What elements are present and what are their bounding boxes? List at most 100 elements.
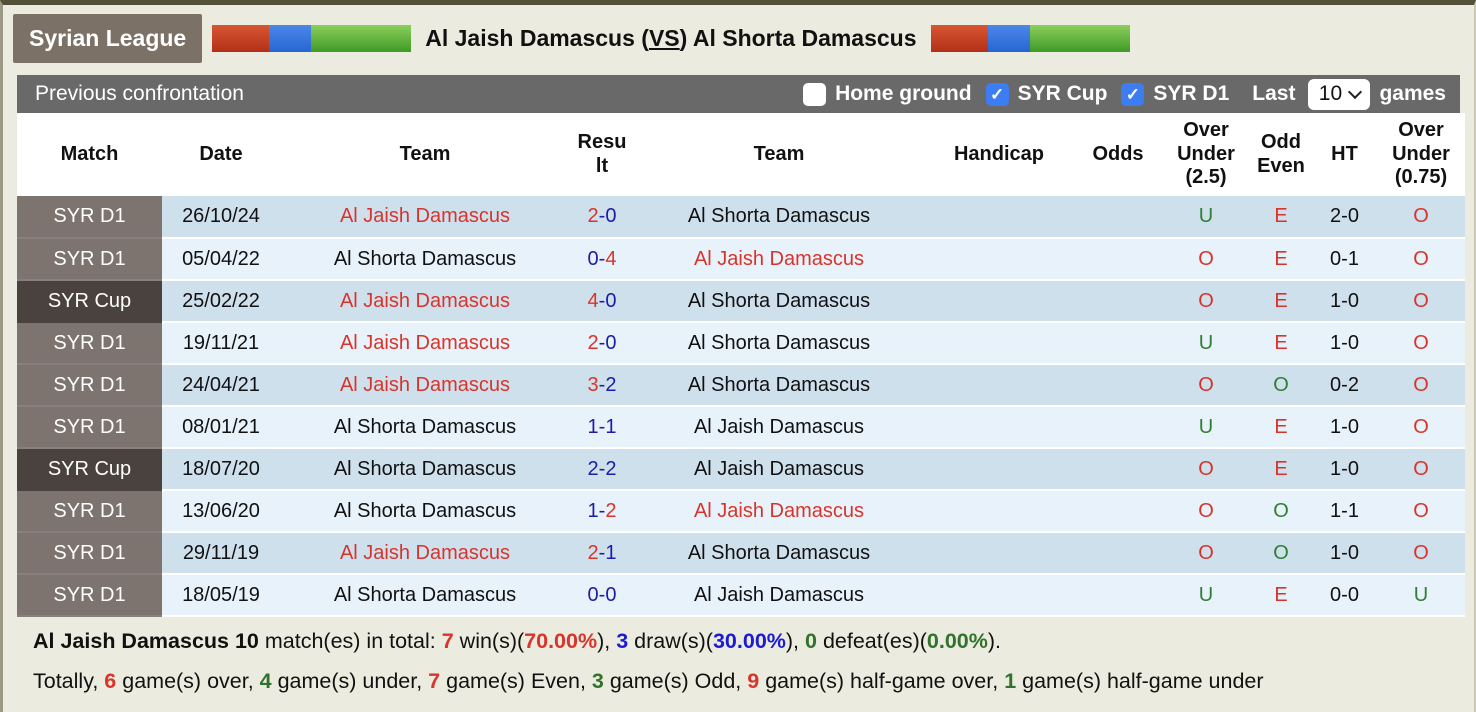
score-home: 0 — [587, 583, 599, 606]
summary-text: defeat(es)( — [816, 629, 927, 653]
date-cell: 05/04/22 — [162, 238, 280, 281]
summary-text: game(s) under, — [271, 669, 429, 693]
team1-cell: Al Shorta Damascus — [280, 490, 570, 533]
result-cell: 2-2 — [570, 448, 634, 491]
score-separator: - — [598, 499, 606, 522]
odds-cell — [1074, 490, 1162, 533]
date-cell: 25/02/22 — [162, 280, 280, 323]
summary-text: 7 — [441, 629, 454, 653]
over-under-075-cell: U — [1377, 574, 1465, 617]
summary: Al Jaish Damascus 10 match(es) in total:… — [17, 617, 1465, 694]
handicap-cell — [924, 574, 1074, 617]
competition-cell: SYR D1 — [17, 364, 162, 407]
odd-even-cell: E — [1250, 280, 1312, 323]
summary-text: game(s) Odd, — [603, 669, 748, 693]
team-name: Al Jaish Damascus — [693, 415, 865, 438]
filter-syr-d1[interactable]: ✓ SYR D1 — [1121, 82, 1229, 106]
result-cell: 2-0 — [570, 196, 634, 239]
odd-even-cell: O — [1250, 364, 1312, 407]
result-cell: 2-0 — [570, 322, 634, 365]
summary-text: 30.00% — [712, 629, 786, 653]
team-name: Al Shorta Damascus — [687, 331, 871, 354]
red-bar-segment — [930, 24, 988, 52]
checkbox-syr-d1[interactable]: ✓ — [1121, 82, 1145, 106]
score-separator: - — [598, 331, 606, 354]
summary-line-1: Al Jaish Damascus 10 match(es) in total:… — [33, 629, 1465, 654]
team-name: Al Shorta Damascus — [687, 289, 871, 312]
handicap-cell — [924, 532, 1074, 575]
odd-even-cell: E — [1250, 196, 1312, 239]
filter-controls: Home ground ✓ SYR Cup ✓ SYR D1 Last 10 games — [789, 78, 1460, 110]
handicap-cell — [924, 280, 1074, 323]
table-row: SYR D1 18/05/19 Al Shorta Damascus 0-0 Al Ja… — [17, 574, 1465, 617]
over-under-25-cell: U — [1162, 322, 1250, 365]
filter-home-ground[interactable]: Home ground — [803, 82, 972, 106]
handicap-cell — [924, 448, 1074, 491]
odds-cell — [1074, 280, 1162, 323]
title-vs: VS — [648, 24, 680, 51]
red-bar-segment — [212, 24, 270, 52]
odd-even-cell: E — [1250, 574, 1312, 617]
column-header: HT — [1312, 113, 1377, 196]
competition-cell: SYR Cup — [17, 448, 162, 491]
team-name: Al Shorta Damascus — [687, 373, 871, 396]
competition-cell: SYR D1 — [17, 238, 162, 281]
column-header: Team — [634, 113, 924, 196]
summary-text: 0.00% — [926, 629, 988, 653]
odds-cell — [1074, 196, 1162, 239]
score-separator: - — [598, 205, 606, 227]
chevron-down-icon — [1348, 84, 1363, 99]
score-separator: - — [598, 583, 606, 606]
summary-text: 4 — [259, 669, 272, 693]
score-home: 1 — [587, 499, 599, 522]
competition-cell: SYR D1 — [17, 490, 162, 533]
competition-cell: SYR D1 — [17, 574, 162, 617]
over-under-075-cell: O — [1377, 532, 1465, 575]
over-under-25-cell: O — [1162, 490, 1250, 533]
over-under-075-cell: O — [1377, 238, 1465, 281]
team2-cell: Al Jaish Damascus — [634, 490, 924, 533]
team2-cell: Al Jaish Damascus — [634, 238, 924, 281]
score-separator: - — [598, 541, 606, 564]
score-away: 0 — [605, 289, 617, 312]
filter-syr-cup[interactable]: ✓ SYR Cup — [985, 82, 1107, 106]
team2-cell: Al Shorta Damascus — [634, 196, 924, 239]
team1-cell: Al Shorta Damascus — [280, 448, 570, 491]
score-away: 0 — [605, 205, 617, 227]
odds-cell — [1074, 322, 1162, 365]
team1-cell: Al Jaish Damascus — [280, 322, 570, 365]
odd-even-cell: O — [1250, 532, 1312, 575]
summary-text: Totally, — [33, 669, 105, 693]
last-games-select[interactable]: 10 — [1308, 78, 1371, 110]
ht-cell: 1-1 — [1312, 490, 1377, 533]
summary-text: 7 — [428, 669, 441, 693]
checkbox-home-ground[interactable] — [803, 82, 827, 106]
checkbox-syr-cup[interactable]: ✓ — [985, 82, 1009, 106]
score-separator: - — [598, 247, 606, 270]
table-row: SYR D1 19/11/21 Al Jaish Damascus 2-0 Al Sho… — [17, 322, 1465, 365]
summary-text: ), — [785, 629, 805, 653]
ht-cell: 1-0 — [1312, 406, 1377, 449]
summary-text: 0 — [805, 629, 817, 653]
score-home: 2 — [587, 205, 599, 227]
score-away: 1 — [605, 541, 617, 564]
date-cell: 24/04/21 — [162, 364, 280, 407]
score-away: 2 — [605, 373, 617, 396]
filter-label-home-ground: Home ground — [835, 82, 972, 105]
date-cell: 13/06/20 — [162, 490, 280, 533]
team1-cell: Al Shorta Damascus — [280, 574, 570, 617]
result-cell: 0-0 — [570, 574, 634, 617]
date-cell: 08/01/21 — [162, 406, 280, 449]
score-separator: - — [598, 289, 606, 312]
competition-cell: SYR D1 — [17, 322, 162, 365]
over-under-075-cell: O — [1377, 322, 1465, 365]
left-color-bar — [212, 24, 412, 52]
table-row: SYR D1 13/06/20 Al Shorta Damascus 1-2 Al Ja… — [17, 490, 1465, 533]
team2-cell: Al Jaish Damascus — [634, 448, 924, 491]
team-name: Al Shorta Damascus — [333, 499, 517, 522]
competition-cell: SYR D1 — [17, 196, 162, 239]
blue-bar-segment — [269, 24, 312, 52]
odd-even-cell: E — [1250, 322, 1312, 365]
summary-text: game(s) Even, — [440, 669, 592, 693]
team1-cell: Al Jaish Damascus — [280, 364, 570, 407]
